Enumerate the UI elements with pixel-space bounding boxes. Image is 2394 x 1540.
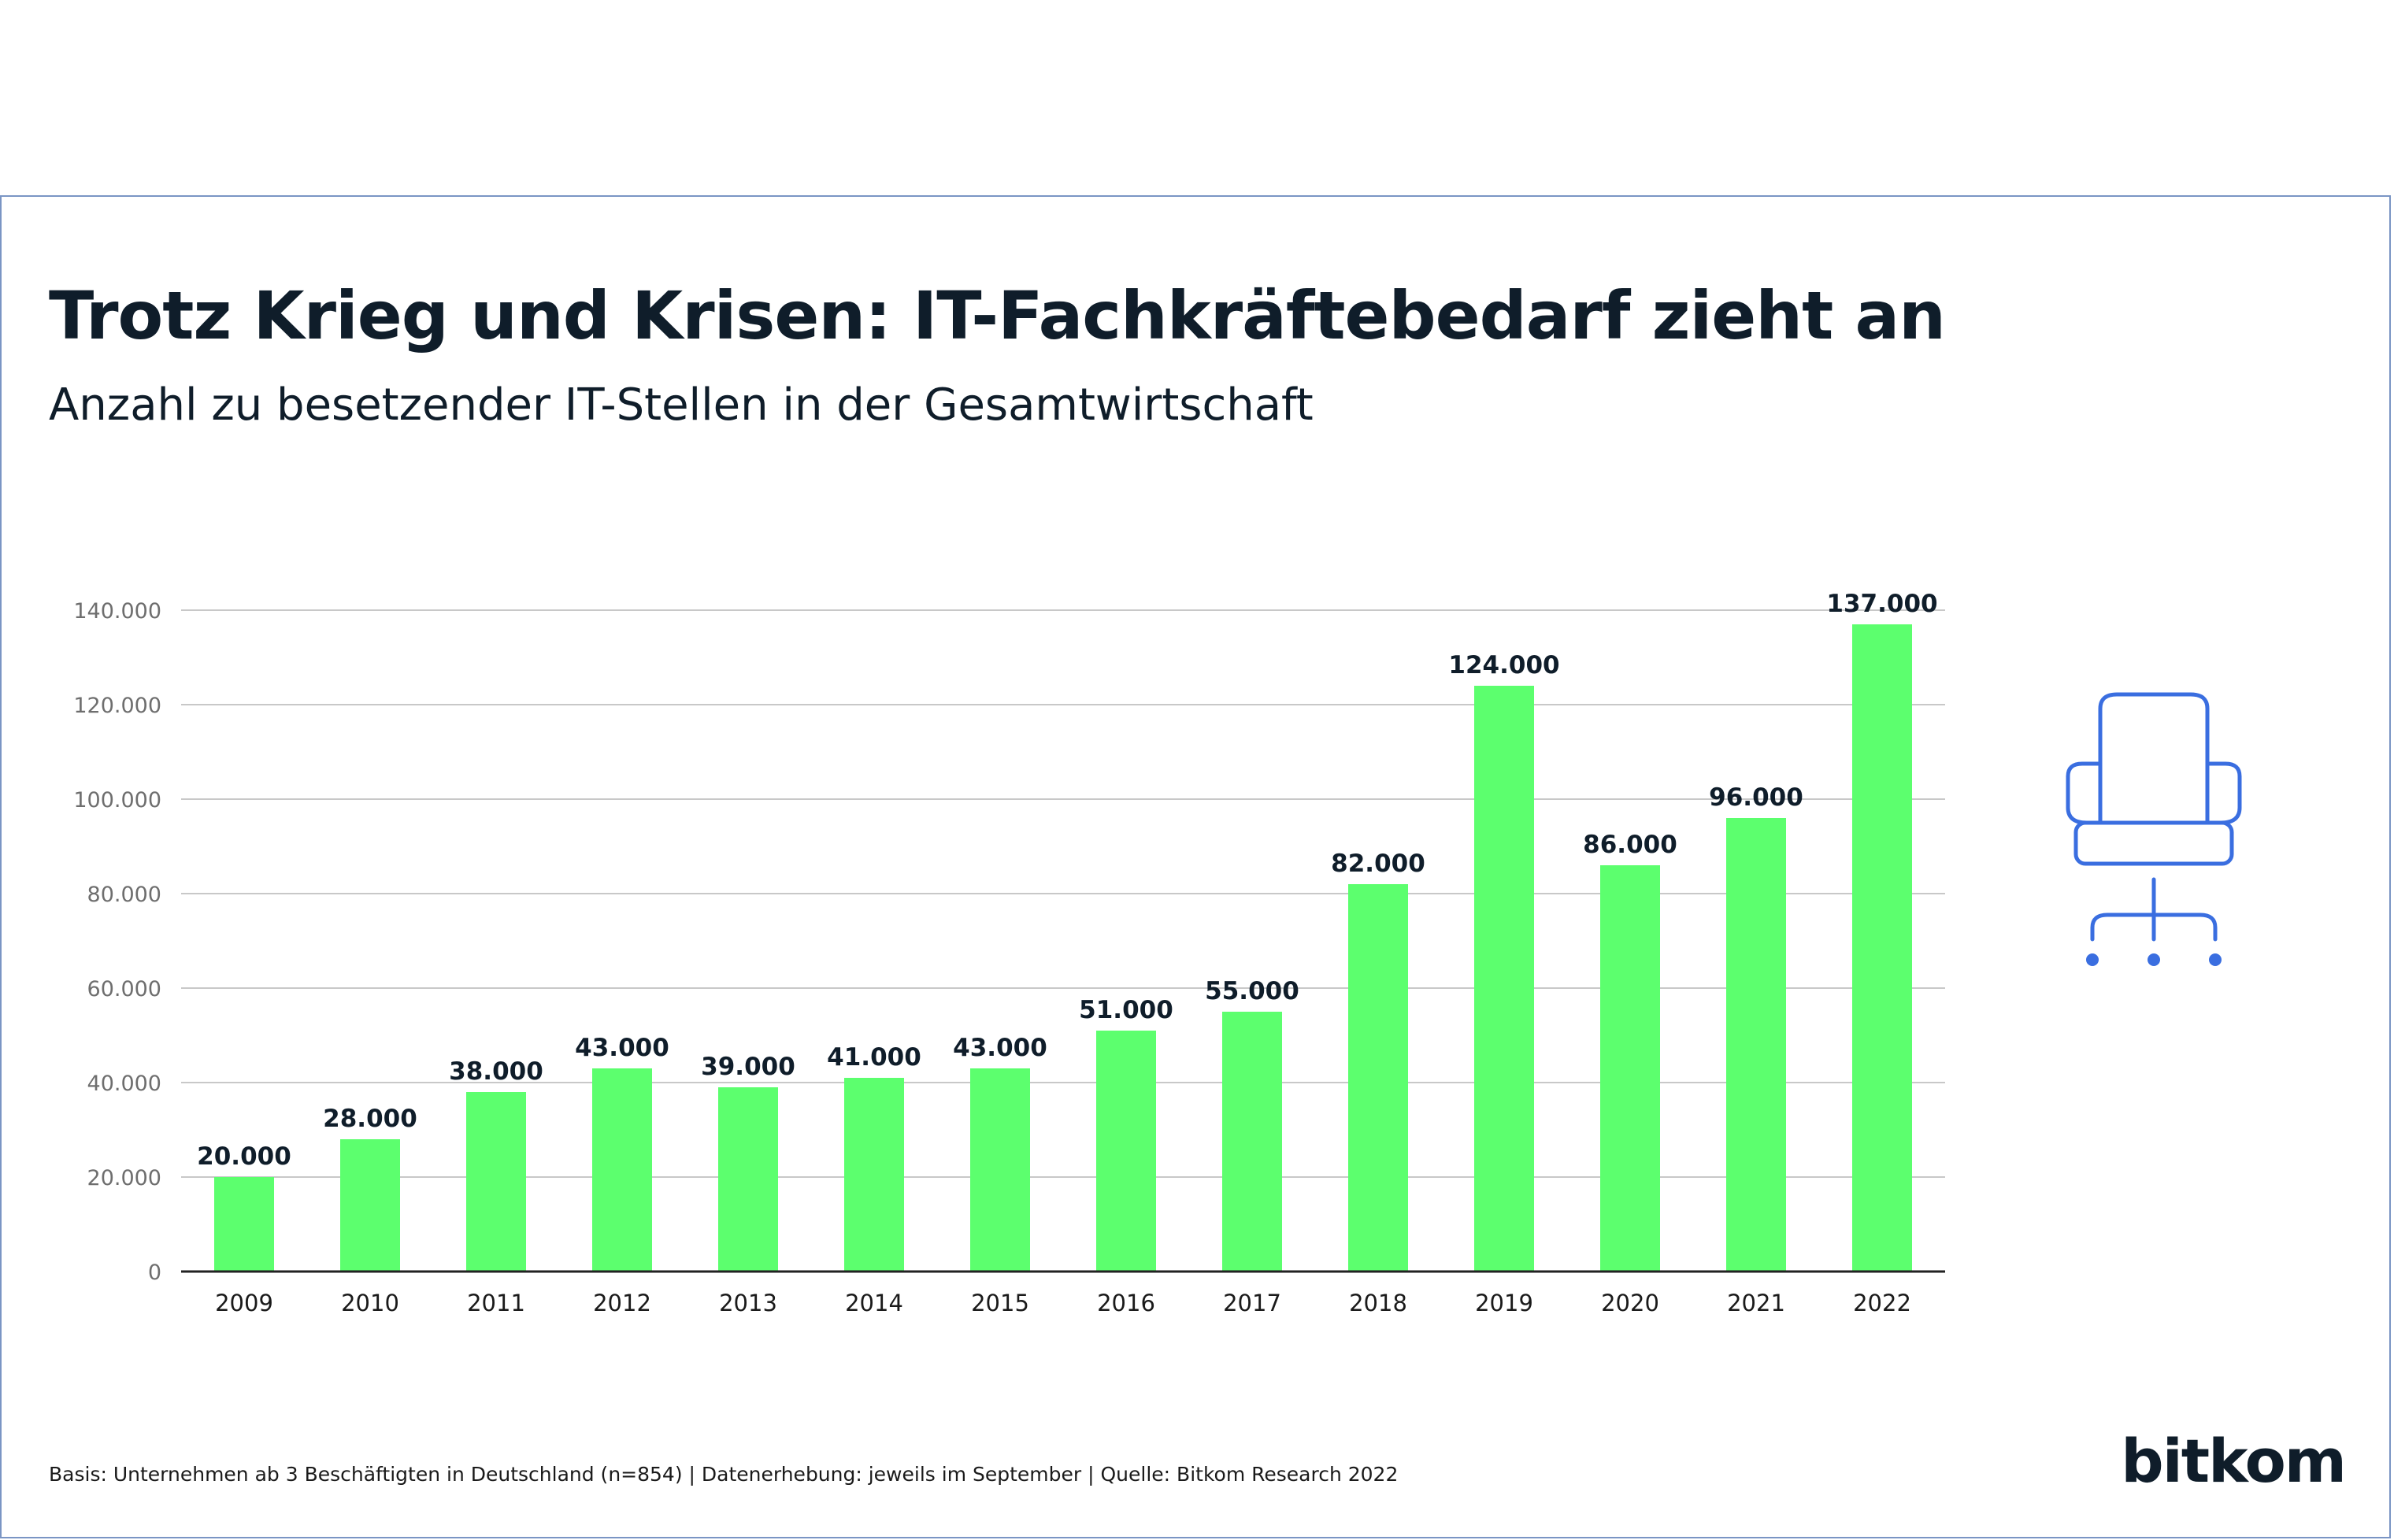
- x-axis-ticks: 2009 2010 2011 2012 2013 2014 2015 2016 2017 2018…: [215, 1290, 1911, 1316]
- x-tick-label-2017: 2017: [1223, 1290, 1281, 1316]
- y-tick-label: 60.000: [87, 977, 161, 1001]
- data-label-2018: 82.000: [1331, 850, 1425, 878]
- x-tick-label-2016: 2016: [1097, 1290, 1155, 1316]
- x-tick-label-2015: 2015: [971, 1290, 1029, 1316]
- y-tick-label: 140.000: [73, 599, 161, 624]
- bar-2011: [466, 1092, 526, 1272]
- bar-2020: [1600, 865, 1660, 1272]
- data-label-2012: 43.000: [575, 1034, 669, 1062]
- x-tick-label-2021: 2021: [1727, 1290, 1785, 1316]
- x-tick-label-2011: 2011: [467, 1290, 525, 1316]
- bar-2022: [1852, 624, 1912, 1272]
- data-label-2019: 124.000: [1448, 651, 1559, 679]
- x-tick-label-2018: 2018: [1349, 1290, 1407, 1316]
- x-tick-label-2014: 2014: [845, 1290, 903, 1316]
- x-tick-label-2009: 2009: [215, 1290, 273, 1316]
- page-subtitle: Anzahl zu besetzender IT-Stellen in der …: [49, 379, 1314, 431]
- bar-2019: [1474, 686, 1534, 1272]
- data-label-2021: 96.000: [1709, 783, 1803, 812]
- gridlines: [181, 609, 1945, 1178]
- y-tick-label: 40.000: [87, 1072, 161, 1096]
- data-label-2016: 51.000: [1079, 996, 1173, 1024]
- y-axis-ticks: 0 20.000 40.000 60.000 80.000 100.000 120.000 1…: [73, 599, 161, 1285]
- bitkom-logo: bitkom: [2121, 1426, 2347, 1496]
- data-label-2013: 39.000: [701, 1053, 795, 1081]
- data-label-2009: 20.000: [197, 1142, 291, 1171]
- y-tick-label: 20.000: [87, 1166, 161, 1190]
- source-note: Basis: Unternehmen ab 3 Beschäftigten in…: [49, 1463, 1399, 1486]
- bar-chart: 0 20.000 40.000 60.000 80.000 100.000 120.000 1…: [73, 590, 1945, 1316]
- bar-2015: [970, 1068, 1030, 1272]
- page-title: Trotz Krieg und Krisen: IT-Fachkräftebed…: [49, 277, 1946, 354]
- y-tick-label: 120.000: [73, 694, 161, 718]
- data-label-2020: 86.000: [1583, 831, 1677, 859]
- y-tick-label: 0: [148, 1261, 161, 1285]
- bars: [214, 624, 1912, 1272]
- bar-2018: [1348, 884, 1408, 1272]
- chart-card: [0, 195, 2391, 1538]
- bar-2014: [844, 1078, 904, 1272]
- bar-2021: [1726, 818, 1786, 1272]
- data-labels: 20.000 28.000 38.000 43.000 39.000 41.000 43.0…: [197, 590, 1937, 1171]
- data-label-2011: 38.000: [449, 1057, 543, 1086]
- bar-2017: [1222, 1012, 1282, 1272]
- x-tick-label-2020: 2020: [1601, 1290, 1659, 1316]
- y-tick-label: 100.000: [73, 788, 161, 813]
- y-tick-label: 80.000: [87, 883, 161, 907]
- x-tick-label-2012: 2012: [593, 1290, 651, 1316]
- x-tick-label-2022: 2022: [1853, 1290, 1911, 1316]
- data-label-2017: 55.000: [1205, 977, 1299, 1005]
- data-label-2010: 28.000: [323, 1105, 417, 1133]
- bar-2012: [592, 1068, 652, 1272]
- bar-2010: [340, 1139, 400, 1272]
- x-tick-label-2019: 2019: [1475, 1290, 1533, 1316]
- data-label-2015: 43.000: [953, 1034, 1047, 1062]
- bar-2009: [214, 1177, 274, 1272]
- x-tick-label-2010: 2010: [341, 1290, 399, 1316]
- bar-2013: [718, 1087, 778, 1272]
- data-label-2022: 137.000: [1826, 590, 1937, 618]
- bar-2016: [1096, 1031, 1156, 1272]
- data-label-2014: 41.000: [827, 1043, 921, 1072]
- x-tick-label-2013: 2013: [719, 1290, 777, 1316]
- office-chair-icon: [2066, 692, 2242, 966]
